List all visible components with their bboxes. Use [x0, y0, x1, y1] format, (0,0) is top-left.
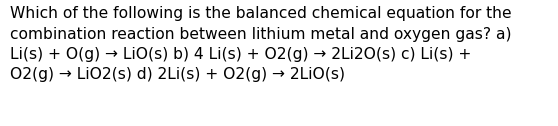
Text: Which of the following is the balanced chemical equation for the
combination rea: Which of the following is the balanced c… — [10, 6, 512, 83]
